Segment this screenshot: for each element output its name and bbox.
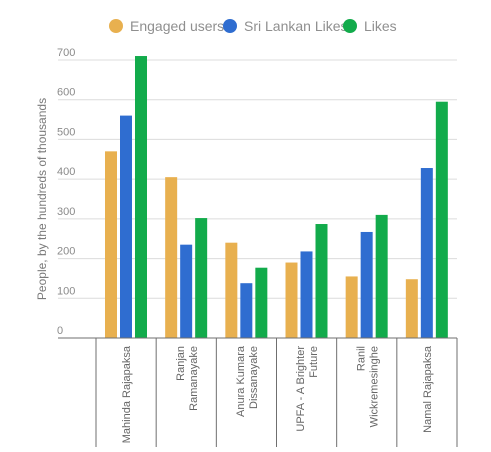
bars	[105, 56, 448, 339]
bar	[105, 151, 117, 338]
y-tick-label: 700	[57, 47, 75, 59]
bar	[420, 168, 433, 338]
bar	[405, 279, 418, 338]
x-tick-label-line: Ranjan	[175, 346, 187, 381]
bar	[435, 101, 448, 338]
bar	[120, 115, 132, 338]
legend: Engaged users Sri Lankan Likes Likes	[109, 18, 397, 34]
bar	[255, 267, 268, 338]
y-tick-label: 0	[57, 325, 63, 337]
y-axis: 0 100 200 300 400 500 600 700	[57, 47, 75, 337]
gridlines	[58, 59, 457, 299]
legend-marker	[109, 19, 123, 33]
x-tick-label: Anura KumaraDissanayake	[235, 345, 260, 417]
legend-label: Sri Lankan Likes	[244, 18, 348, 34]
bar	[285, 262, 298, 338]
legend-marker	[343, 19, 357, 33]
y-tick-label: 100	[57, 285, 75, 297]
x-tick-label-line: Wickremesinghe	[368, 346, 380, 427]
x-tick-label-line: Future	[308, 346, 320, 378]
x-tick-label-line: Namal Rajapaksa	[422, 345, 434, 433]
y-tick-label: 200	[57, 246, 75, 258]
x-tick-label-line: Anura Kumara	[235, 345, 247, 417]
legend-marker	[223, 19, 237, 33]
x-tick-label-line: Mahinda Rajapaksa	[121, 345, 133, 443]
bar	[165, 177, 178, 338]
x-axis: Mahinda Rajapaksa RanjanRamanayake Anura K…	[58, 337, 458, 447]
bar	[375, 214, 388, 338]
bar	[135, 56, 147, 339]
x-tick-label: RanilWickremesinghe	[355, 346, 380, 427]
x-tick-label: Namal Rajapaksa	[422, 345, 434, 433]
bar	[345, 276, 358, 338]
x-tick-label: UPFA - A BrighterFuture	[295, 346, 320, 432]
bar	[180, 244, 193, 338]
y-tick-label: 400	[57, 166, 75, 178]
bar	[300, 251, 313, 338]
bar	[315, 224, 328, 338]
x-tick-label: Mahinda Rajapaksa	[121, 345, 133, 443]
legend-label: Engaged users	[130, 18, 224, 34]
y-axis-label: People, by the hundreds of thousands	[35, 98, 49, 300]
y-tick-label: 600	[57, 87, 75, 99]
bar	[225, 242, 238, 338]
x-tick-label-line: Dissanayake	[248, 346, 260, 409]
x-tick-label-line: UPFA - A Brighter	[295, 346, 307, 432]
bar	[360, 231, 373, 338]
bar	[240, 283, 253, 338]
x-tick-label-line: Ranil	[355, 346, 367, 371]
x-tick-label-line: Ramanayake	[188, 346, 200, 411]
y-tick-label: 300	[57, 206, 75, 218]
y-tick-label: 500	[57, 126, 75, 138]
legend-label: Likes	[364, 18, 397, 34]
bar	[195, 218, 208, 338]
x-tick-label: RanjanRamanayake	[175, 346, 200, 411]
